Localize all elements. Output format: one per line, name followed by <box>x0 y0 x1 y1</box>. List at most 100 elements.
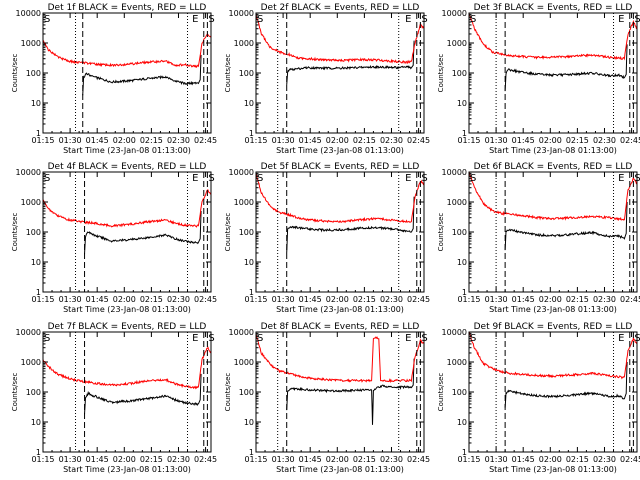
y-tick-label: 1 <box>462 129 467 138</box>
x-axis-label: Start Time (23-Jan-08 01:13:00) <box>489 465 617 474</box>
x-tick-label: 02:15 <box>566 136 589 145</box>
y-tick-label: 1000 <box>234 198 254 207</box>
y-axis-label: Counts/sec <box>224 54 232 93</box>
y-tick-label: 1000 <box>447 198 467 207</box>
y-tick-label: 10000 <box>442 9 467 18</box>
marker-label: E <box>618 14 624 25</box>
marker-label: S <box>257 333 263 344</box>
y-tick-label: 100 <box>239 388 254 397</box>
x-tick-label: 01:15 <box>244 295 267 304</box>
y-axis-label: Counts/sec <box>437 54 445 93</box>
x-tick-label: 02:00 <box>113 295 136 304</box>
x-axis-label: Start Time (23-Jan-08 01:13:00) <box>276 465 404 474</box>
y-tick-label: 10 <box>31 99 41 108</box>
y-tick-label: 100 <box>452 228 467 237</box>
x-tick-label: 01:30 <box>485 455 508 464</box>
plot-area <box>469 13 637 92</box>
y-tick-label: 10000 <box>442 328 467 337</box>
y-tick-label: 10 <box>244 99 254 108</box>
marker-label: S <box>257 14 263 25</box>
x-tick-label: 02:45 <box>620 455 640 464</box>
events-series-line <box>286 196 415 254</box>
events-series-line <box>504 361 628 408</box>
x-tick-label: 02:45 <box>194 455 217 464</box>
x-tick-label: 01:30 <box>272 295 295 304</box>
events-series-line <box>82 54 202 96</box>
lld-series-line <box>256 173 424 224</box>
marker-label: S <box>44 14 50 25</box>
marker-label: S <box>421 14 427 25</box>
y-tick-label: 100 <box>452 69 467 78</box>
x-tick-label: 02:00 <box>539 136 562 145</box>
marker-label: S <box>470 14 476 25</box>
x-tick-label: 02:45 <box>620 136 640 145</box>
y-tick-label: 10 <box>244 418 254 427</box>
y-axis-label: Counts/sec <box>11 54 19 93</box>
x-tick-label: 01:15 <box>244 136 267 145</box>
x-tick-label: 02:45 <box>194 295 217 304</box>
panel-title: Det 7f BLACK = Events, RED = LLD <box>48 322 207 332</box>
y-tick-label: 10000 <box>229 168 254 177</box>
lld-series-line <box>469 172 637 222</box>
y-tick-label: 100 <box>452 388 467 397</box>
y-tick-label: 10 <box>457 99 467 108</box>
marker-label: E <box>618 333 624 344</box>
marker-label: S <box>470 173 476 184</box>
y-tick-label: 1000 <box>21 198 41 207</box>
marker-label: S <box>208 333 214 344</box>
x-tick-label: 02:15 <box>353 455 376 464</box>
marker-label: E <box>405 333 411 344</box>
y-tick-label: 1000 <box>234 358 254 367</box>
x-tick-label: 02:45 <box>620 295 640 304</box>
y-tick-label: 1000 <box>21 39 41 48</box>
plot-area <box>469 172 637 251</box>
x-tick-label: 02:30 <box>380 136 403 145</box>
y-axis-label: Counts/sec <box>437 373 445 412</box>
lld-series-line <box>256 13 424 65</box>
lld-series-line <box>469 332 637 380</box>
x-tick-label: 02:00 <box>539 295 562 304</box>
x-tick-label: 02:00 <box>113 136 136 145</box>
y-tick-label: 100 <box>239 228 254 237</box>
x-axis-label: Start Time (23-Jan-08 01:13:00) <box>489 305 617 314</box>
marker-label: S <box>421 333 427 344</box>
x-tick-label: 02:30 <box>380 455 403 464</box>
marker-label: S <box>257 173 263 184</box>
x-tick-label: 02:30 <box>380 295 403 304</box>
y-axis-label: Counts/sec <box>224 213 232 252</box>
y-tick-label: 1000 <box>234 39 254 48</box>
x-tick-label: 02:15 <box>140 136 163 145</box>
events-series-line <box>504 44 628 92</box>
x-tick-label: 01:45 <box>512 136 535 145</box>
marker-label: E <box>192 173 198 184</box>
x-tick-label: 02:30 <box>167 136 190 145</box>
x-tick-label: 02:00 <box>113 455 136 464</box>
x-tick-label: 02:15 <box>140 295 163 304</box>
events-series-line <box>286 358 415 425</box>
lld-series-line <box>43 33 211 69</box>
x-tick-label: 02:45 <box>407 136 430 145</box>
x-tick-label: 02:45 <box>407 295 430 304</box>
y-tick-label: 1 <box>462 448 467 457</box>
y-tick-label: 100 <box>26 228 41 237</box>
plot-area <box>43 33 211 96</box>
y-tick-label: 10000 <box>229 9 254 18</box>
y-tick-label: 1000 <box>447 358 467 367</box>
y-tick-label: 10 <box>457 258 467 267</box>
x-tick-label: 01:30 <box>485 136 508 145</box>
panel-title: Det 5f BLACK = Events, RED = LLD <box>261 162 420 172</box>
x-tick-label: 01:45 <box>512 295 535 304</box>
x-tick-label: 02:30 <box>167 455 190 464</box>
panel-title: Det 6f BLACK = Events, RED = LLD <box>474 162 633 172</box>
events-series-line <box>504 201 628 251</box>
events-series-line <box>286 40 415 85</box>
y-tick-label: 1000 <box>21 358 41 367</box>
x-tick-label: 01:30 <box>485 295 508 304</box>
panel-title: Det 9f BLACK = Events, RED = LLD <box>474 322 633 332</box>
y-tick-label: 100 <box>239 69 254 78</box>
x-axis-label: Start Time (23-Jan-08 01:13:00) <box>63 305 191 314</box>
